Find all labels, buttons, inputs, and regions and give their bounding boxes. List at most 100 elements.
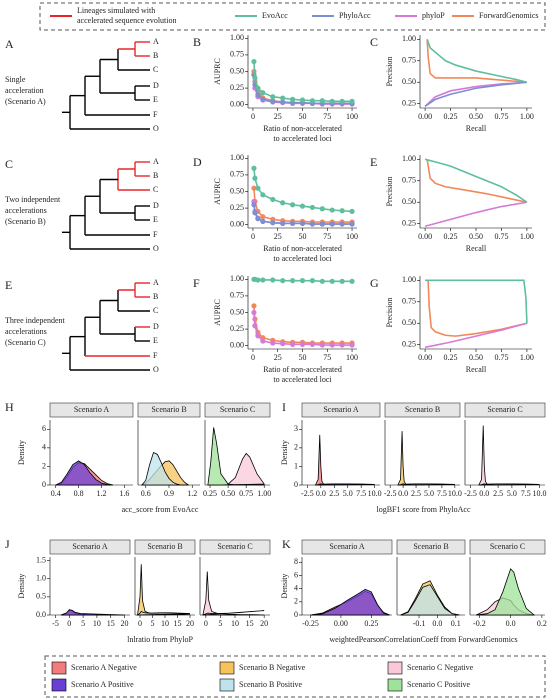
- x-tick-label: 0.8: [74, 489, 84, 498]
- x-tick-label: 20: [186, 619, 194, 628]
- x-tick-label: 15: [246, 619, 254, 628]
- facet-strip: [49, 402, 134, 418]
- point: [260, 218, 266, 224]
- series-line: [253, 61, 353, 103]
- y-tick-label: 1.00: [230, 153, 244, 162]
- x-tick-label: 2.5: [411, 489, 421, 498]
- series-line: [424, 322, 528, 349]
- panel-label: E: [5, 278, 12, 292]
- series-line: [426, 39, 528, 84]
- leaf-label: A: [153, 278, 159, 287]
- leaf-label: C: [153, 185, 158, 194]
- y-tick-label: 1.00: [402, 275, 416, 284]
- leaf-label: F: [153, 230, 158, 239]
- density-curve: [55, 460, 114, 486]
- point: [349, 98, 355, 104]
- x-tick-label: -5: [52, 619, 59, 628]
- panel-label: G: [370, 276, 379, 290]
- density-curve: [310, 588, 390, 616]
- panel-label: C: [5, 157, 13, 171]
- point: [329, 98, 335, 104]
- density-curve: [60, 609, 125, 616]
- point: [270, 98, 276, 104]
- density-curve: [141, 451, 189, 486]
- leaf-label: C: [153, 306, 158, 315]
- y-tick-label: 2: [294, 597, 298, 606]
- x-tick-label: 0.00: [418, 232, 432, 241]
- series-line: [253, 305, 353, 344]
- x-tick-label: 0: [251, 353, 255, 362]
- legend-label: Scenario B Negative: [239, 663, 306, 672]
- point: [299, 341, 306, 347]
- point: [270, 196, 276, 203]
- y-axis-label: Precision: [385, 177, 394, 207]
- y-tick-label: 0.50: [402, 77, 416, 86]
- x-tick-label: 0.0: [479, 489, 489, 498]
- y-axis-label: AUPRC: [213, 58, 222, 85]
- panel-label: J: [5, 537, 10, 551]
- x-tick-label: 1.00: [520, 112, 534, 121]
- panel-label: F: [193, 276, 200, 290]
- facet-title: Scenario A: [329, 542, 365, 551]
- series-line: [427, 280, 528, 337]
- x-tick-label: 2.5: [493, 489, 503, 498]
- leaf-label: A: [153, 37, 159, 46]
- point: [309, 221, 316, 227]
- legend-box: [44, 655, 546, 698]
- x-tick-label: 0: [251, 112, 255, 121]
- series-line: [426, 159, 528, 204]
- legend-label: Scenario A Negative: [71, 663, 137, 672]
- legend-label: accelerated sequence evolution: [77, 16, 177, 25]
- point: [255, 333, 261, 339]
- x-tick-label: 0.25: [444, 112, 458, 121]
- point: [319, 342, 325, 348]
- facet-strip: [49, 539, 131, 555]
- leaf-label: B: [153, 292, 158, 301]
- leaf-label: D: [153, 201, 159, 210]
- point: [251, 185, 257, 191]
- y-tick-label: 4: [42, 443, 46, 452]
- point: [251, 202, 257, 208]
- point: [329, 207, 335, 213]
- x-tick-label: 10: [161, 619, 169, 628]
- y-tick-label: 2: [294, 443, 298, 452]
- point: [280, 220, 286, 226]
- tree-caption: Single: [5, 75, 26, 84]
- y-tick-label: 0.75: [402, 297, 416, 306]
- point: [349, 278, 355, 284]
- y-tick-label: 0: [294, 610, 298, 619]
- y-tick-label: 1: [294, 461, 298, 470]
- x-tick-label: 10: [231, 619, 239, 628]
- y-tick-label: 4: [294, 583, 298, 592]
- point: [289, 96, 296, 102]
- point: [339, 278, 345, 284]
- x-tick-label: 0.25: [444, 232, 458, 241]
- point: [329, 221, 335, 227]
- x-tick-label: 0.25: [203, 489, 217, 498]
- x-tick-label: -0.25: [302, 619, 319, 628]
- legend-label: ForwardGenomics: [479, 11, 539, 20]
- y-axis-label: Density: [17, 440, 26, 465]
- point: [329, 278, 335, 284]
- series-line: [424, 158, 528, 203]
- point: [289, 220, 296, 226]
- density-curve: [397, 431, 455, 486]
- leaf-label: D: [153, 81, 159, 90]
- y-tick-label: 1.5: [36, 555, 46, 564]
- x-tick-label: 5.0: [424, 489, 434, 498]
- point: [260, 338, 266, 344]
- point: [349, 221, 355, 227]
- x-axis-label: Recall: [466, 124, 487, 133]
- point: [289, 278, 296, 284]
- point: [280, 200, 286, 206]
- x-tick-label: 100: [346, 353, 358, 362]
- point: [329, 342, 335, 348]
- point: [270, 277, 276, 283]
- panel-label: B: [193, 35, 201, 49]
- y-tick-label: 0.50: [402, 197, 416, 206]
- x-tick-label: 10.0: [448, 489, 462, 498]
- y-axis-label: Precision: [385, 298, 394, 328]
- y-tick-label: 0: [294, 480, 298, 489]
- point: [251, 165, 257, 171]
- facet-strip: [199, 539, 271, 555]
